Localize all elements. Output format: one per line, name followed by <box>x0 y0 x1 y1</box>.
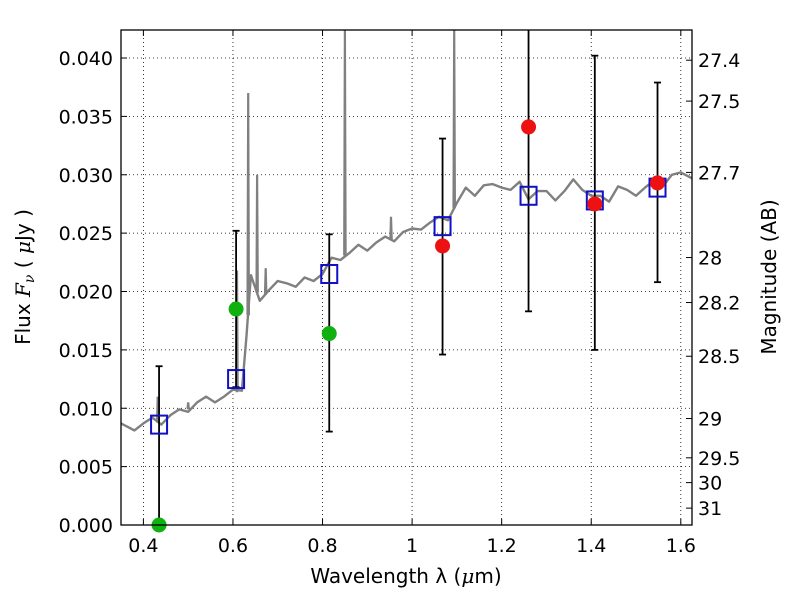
model-box-marker <box>320 263 339 284</box>
error-bars <box>155 30 662 525</box>
model-box-marker <box>433 216 452 237</box>
x-tick-label: 0.8 <box>307 535 337 557</box>
plot-frame <box>120 29 693 526</box>
magnitude-tick-label: 27.4 <box>698 50 740 72</box>
emission-line <box>246 92 250 316</box>
y-tick-label: 0.005 <box>59 457 113 479</box>
emission-line <box>186 402 190 410</box>
x-axis-label: Wavelength λ (μm) <box>310 564 501 588</box>
x-tick-label: 1.2 <box>487 535 517 557</box>
y-tick-label: 0.030 <box>59 165 113 187</box>
red-point <box>435 238 451 254</box>
x-tick-label: 1.4 <box>576 535 606 557</box>
sed-spectrum <box>121 30 692 432</box>
magnitude-tick-label: 27.5 <box>698 91 740 113</box>
magnitude-tick-label: 28.5 <box>698 346 740 368</box>
y-tick-label: 0.015 <box>59 340 113 362</box>
model-box-marker <box>519 185 538 206</box>
model-box-marker <box>227 369 246 390</box>
x-tick-label: 0.4 <box>128 535 158 557</box>
y-tick-label: 0.010 <box>59 398 113 420</box>
green-point <box>321 326 337 342</box>
y-tick-label: 0.000 <box>59 515 113 537</box>
x-tick-label: 1 <box>406 535 418 557</box>
axis-ticks: 0.4 0.6 0.8 1 1.2 1.4 1.6 0.000 0.005 0.010 0.015 0… <box>59 30 740 557</box>
emission-line <box>255 174 259 294</box>
emission-line <box>263 268 268 295</box>
data-markers <box>150 119 667 533</box>
y-tick-label: 0.040 <box>59 48 113 70</box>
red-point <box>650 175 666 191</box>
magnitude-tick-label: 28.2 <box>698 293 740 315</box>
y-axis-label: Flux Fν ( μJy ) <box>11 209 38 345</box>
magnitude-tick-label: 31 <box>698 498 722 520</box>
model-box-marker <box>150 414 169 435</box>
y-tick-label: 0.025 <box>59 223 113 245</box>
emission-line <box>343 30 347 257</box>
green-point <box>228 301 244 317</box>
grid-lines <box>121 30 692 526</box>
red-point <box>521 119 537 135</box>
red-point <box>587 196 603 212</box>
emission-line <box>452 30 456 209</box>
emission-line <box>235 270 239 393</box>
magnitude-tick-label: 30 <box>698 473 722 495</box>
y-tick-label: 0.035 <box>59 106 113 128</box>
magnitude-axis-label: Magnitude (AB) <box>757 199 781 354</box>
magnitude-tick-label: 28 <box>698 248 722 270</box>
x-tick-label: 0.6 <box>218 535 248 557</box>
x-tick-label: 1.6 <box>666 535 696 557</box>
y-tick-label: 0.020 <box>59 282 113 304</box>
magnitude-tick-label: 27.7 <box>698 162 740 184</box>
emission-line <box>389 216 393 241</box>
magnitude-tick-label: 29.5 <box>698 448 740 470</box>
magnitude-tick-label: 29 <box>698 409 722 431</box>
spectrum-line <box>121 171 692 432</box>
